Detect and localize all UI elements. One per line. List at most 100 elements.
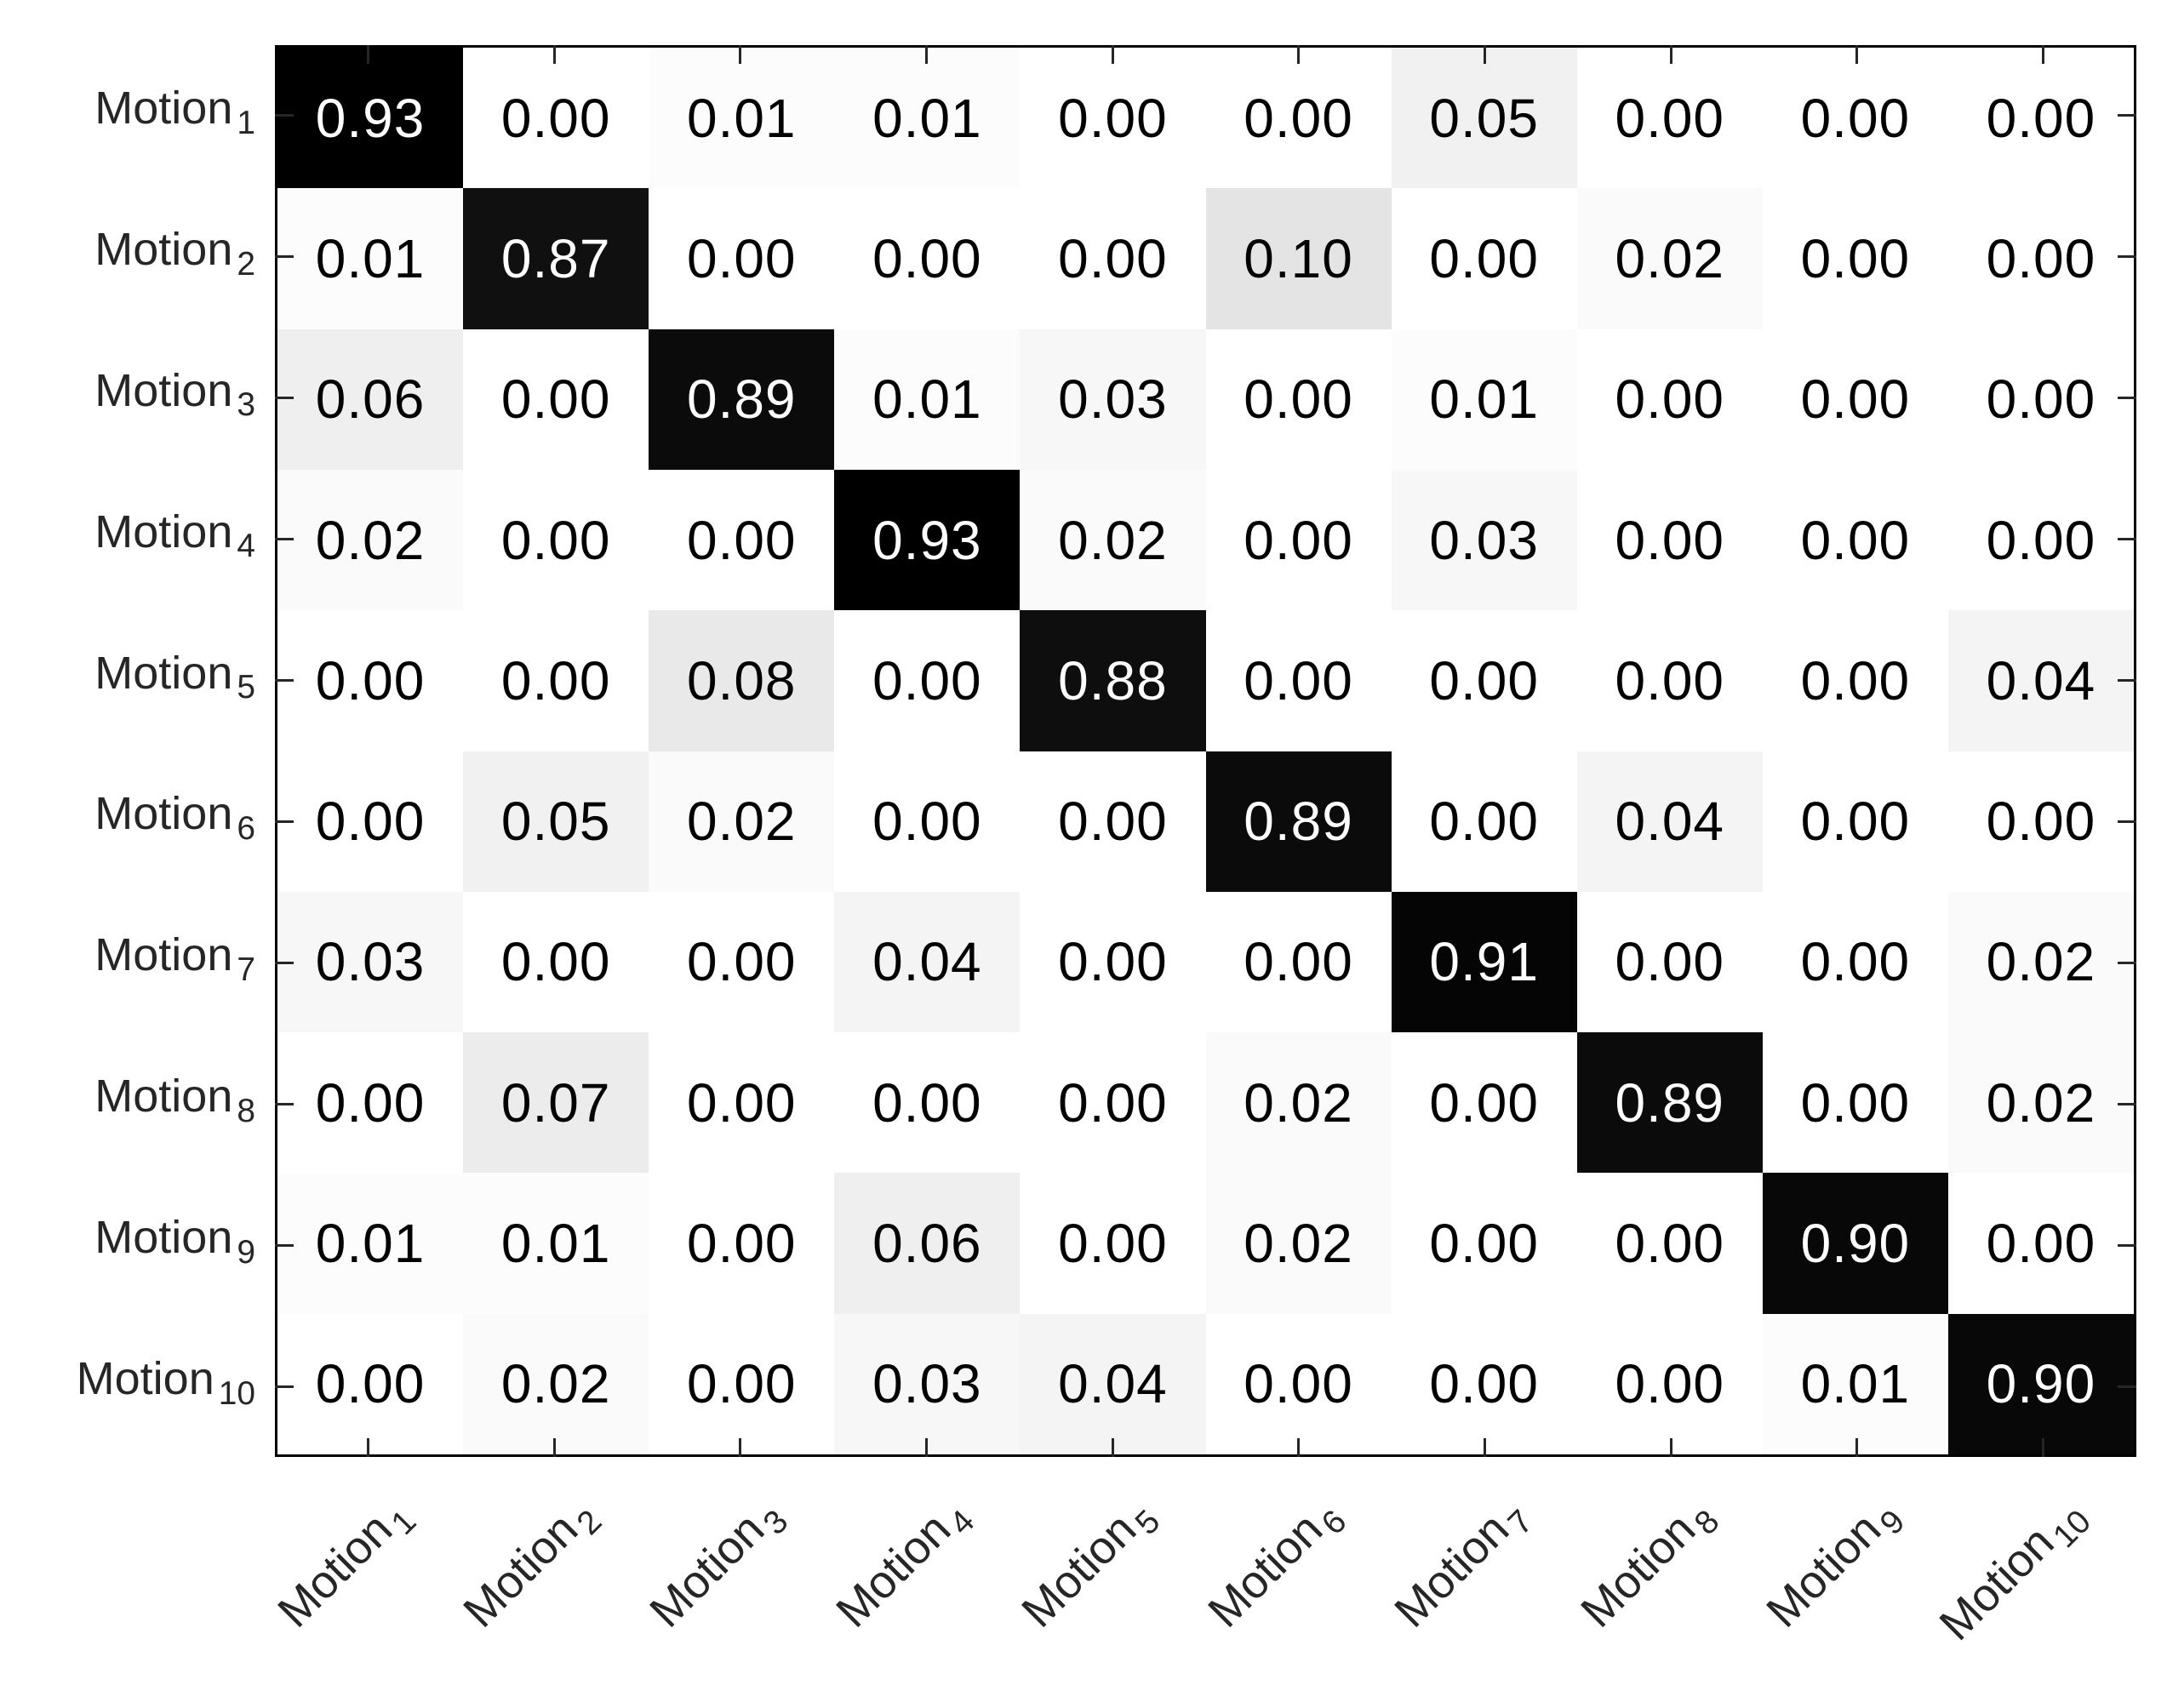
y-axis-tick-right [2118, 397, 2136, 400]
matrix-cell: 0.00 [834, 751, 1021, 892]
matrix-cell: 0.00 [649, 188, 835, 329]
x-axis-label: Motion7 [1384, 1489, 1540, 1637]
label-subscript: 8 [237, 1092, 255, 1129]
label-text: Motion [1384, 1503, 1519, 1637]
x-axis-tick-top [2042, 45, 2045, 64]
label-text: Motion [640, 1503, 775, 1637]
y-axis-label: Motion 7 [0, 929, 255, 986]
y-axis-tick-right [2118, 961, 2136, 964]
matrix-cell: 0.01 [649, 48, 835, 189]
matrix-cell: 0.00 [1205, 48, 1392, 189]
y-axis-tick-right [2118, 114, 2136, 117]
x-axis-tick-bottom [1669, 1438, 1672, 1457]
matrix-cell: 0.02 [1947, 891, 2134, 1033]
label-text: Motion [1757, 1503, 1891, 1637]
x-axis-tick-bottom [1111, 1438, 1114, 1457]
x-axis-tick-top [1111, 45, 1114, 64]
matrix-cell: 0.00 [1576, 48, 1763, 189]
y-axis-label: Motion 9 [0, 1212, 255, 1269]
matrix-cell: 0.00 [1947, 469, 2134, 611]
label-subscript: 1 [237, 104, 255, 141]
matrix-cell: 0.90 [1762, 1173, 1948, 1314]
heatmap-grid: 0.93 0.00 0.01 0.01 0.00 0.00 0.05 0.00 0.00 0.00… [275, 45, 2136, 1457]
y-axis-tick-left [275, 961, 294, 964]
x-axis-tick-bottom [1855, 1438, 1859, 1457]
label-text: Motion [76, 1353, 214, 1405]
matrix-cell: 0.10 [1205, 188, 1392, 329]
matrix-cell: 0.00 [649, 1032, 835, 1174]
matrix-cell: 0.00 [1020, 1032, 1206, 1174]
matrix-cell: 0.00 [1391, 1173, 1577, 1314]
matrix-cell: 0.00 [463, 48, 649, 189]
matrix-cell: 0.00 [1391, 188, 1577, 329]
matrix-cell: 0.00 [1205, 469, 1392, 611]
y-axis-tick-right [2118, 255, 2136, 259]
label-text: Motion [267, 1503, 402, 1637]
matrix-cell: 0.02 [1947, 1032, 2134, 1174]
matrix-cell: 0.00 [1762, 1032, 1948, 1174]
matrix-cell: 0.00 [1391, 751, 1577, 892]
matrix-cell: 0.00 [1762, 891, 1948, 1033]
y-axis-tick-left [275, 679, 294, 683]
matrix-cell: 0.00 [1205, 328, 1392, 470]
y-axis-tick-left [275, 397, 294, 400]
y-axis-label: Motion 4 [0, 509, 255, 563]
x-axis-label: Motion9 [1757, 1489, 1912, 1637]
matrix-cell: 0.00 [1762, 328, 1948, 470]
matrix-cell: 0.03 [1391, 469, 1577, 611]
matrix-cell: 0.02 [1205, 1173, 1392, 1314]
x-axis-tick-bottom [366, 1438, 369, 1457]
matrix-cell: 0.03 [1020, 328, 1206, 470]
x-axis-tick-top [1297, 45, 1301, 64]
matrix-cell: 0.00 [834, 1032, 1021, 1174]
matrix-cell: 0.00 [1205, 1313, 1392, 1454]
x-axis-label: Motion8 [1570, 1489, 1726, 1637]
matrix-cell: 0.00 [1947, 328, 2134, 470]
label-text: Motion [1570, 1503, 1705, 1637]
y-axis-tick-left [275, 1243, 294, 1247]
matrix-cell: 0.00 [649, 1313, 835, 1454]
label-text: Motion [1198, 1503, 1333, 1637]
matrix-cell: 0.01 [277, 1173, 464, 1314]
x-axis-tick-bottom [2042, 1438, 2045, 1457]
y-axis-label: Motion 3 [0, 368, 255, 422]
x-axis-label: Motion3 [640, 1489, 795, 1637]
matrix-cell: 0.89 [1576, 1032, 1763, 1174]
x-axis-label: Motion6 [1198, 1489, 1353, 1637]
label-text: Motion [94, 929, 233, 981]
label-text: Motion [94, 788, 233, 840]
x-axis-tick-top [1669, 45, 1672, 64]
matrix-cell: 0.01 [834, 328, 1021, 470]
matrix-cell: 0.00 [1391, 1032, 1577, 1174]
matrix-cell: 0.00 [834, 188, 1021, 329]
y-axis-tick-right [2118, 679, 2136, 683]
label-subscript: 5 [237, 669, 255, 706]
matrix-cell: 0.04 [834, 891, 1021, 1033]
matrix-cell: 0.00 [1576, 610, 1763, 751]
matrix-cell: 0.00 [1762, 610, 1948, 751]
matrix-cell: 0.05 [1391, 48, 1577, 189]
matrix-cell: 0.07 [463, 1032, 649, 1174]
matrix-cell: 0.91 [1391, 891, 1577, 1033]
matrix-cell: 0.00 [1762, 751, 1948, 892]
matrix-cell: 0.00 [1020, 751, 1206, 892]
matrix-cell: 0.93 [834, 469, 1021, 611]
matrix-cell: 0.00 [649, 1173, 835, 1314]
matrix-cell: 0.06 [834, 1173, 1021, 1314]
matrix-cell: 0.02 [1205, 1032, 1392, 1174]
y-axis-tick-right [2118, 1102, 2136, 1105]
label-text: Motion [94, 1212, 233, 1264]
matrix-cell: 0.00 [1576, 1313, 1763, 1454]
matrix-cell: 0.01 [834, 48, 1021, 189]
matrix-cell: 0.00 [463, 469, 649, 611]
x-axis-label: Motion5 [1013, 1489, 1168, 1637]
matrix-cell: 0.03 [834, 1313, 1021, 1454]
matrix-cell: 0.02 [277, 469, 464, 611]
y-axis-tick-right [2118, 1243, 2136, 1247]
matrix-cell: 0.00 [277, 610, 464, 751]
matrix-cell: 0.02 [463, 1313, 649, 1454]
y-axis-tick-left [275, 1385, 294, 1388]
matrix-cell: 0.00 [277, 751, 464, 892]
matrix-cell: 0.02 [1020, 469, 1206, 611]
y-axis-label: Motion 5 [0, 650, 255, 705]
